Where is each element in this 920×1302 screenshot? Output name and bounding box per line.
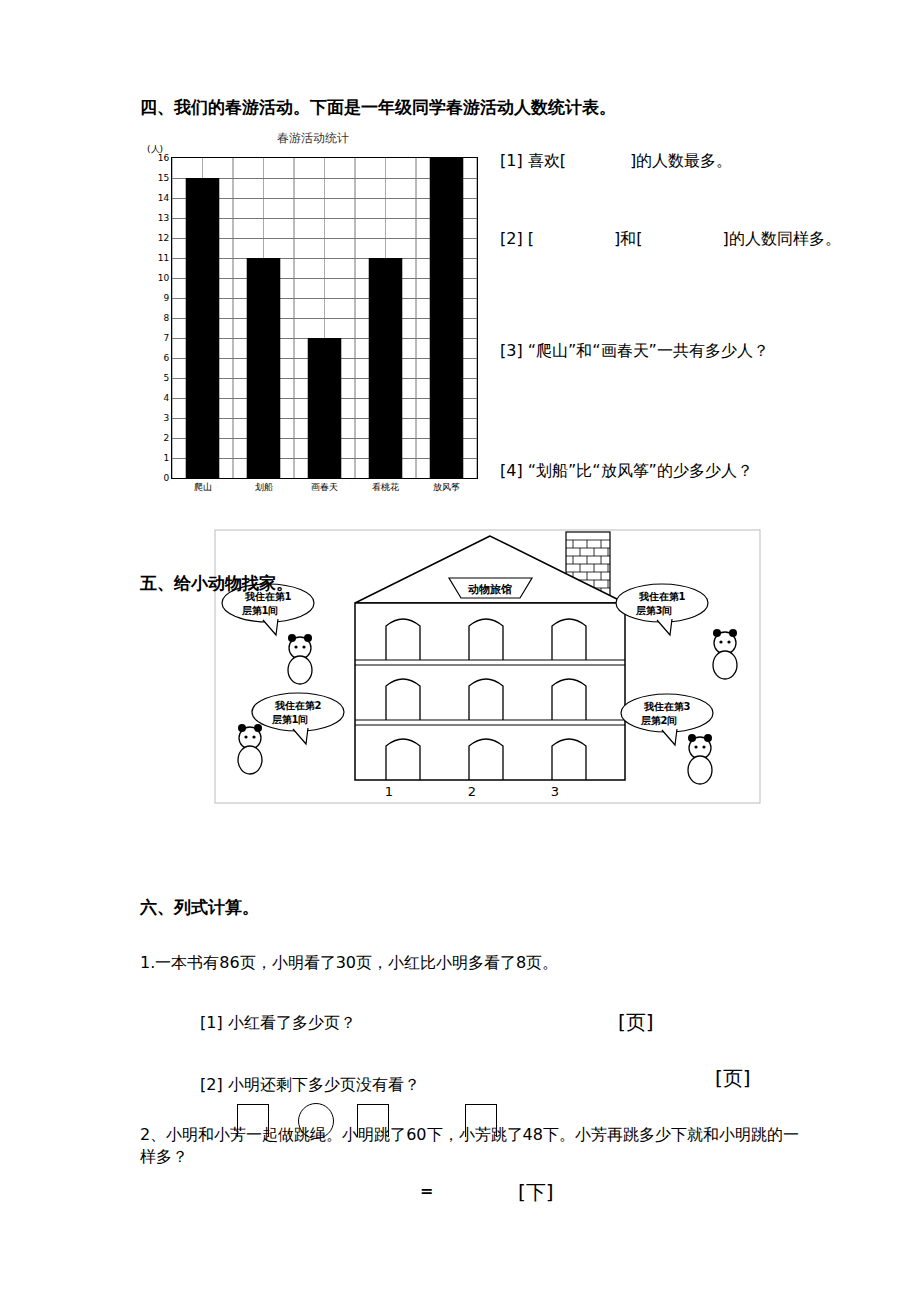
svg-text:15: 15 (158, 173, 169, 183)
svg-text:我住在第2: 我住在第2 (274, 700, 322, 711)
svg-text:11: 11 (158, 253, 169, 263)
svg-text:我住在第1: 我住在第1 (638, 591, 686, 602)
svg-text:层第2间: 层第2间 (640, 715, 678, 726)
html-text:[2] 小明还剩下多少页没有看？: [2] 小明还剩下多少页没有看？ (200, 1075, 420, 1094)
svg-text:10: 10 (158, 273, 170, 283)
svg-text:0: 0 (163, 473, 169, 483)
html-text:[1] 喜欢[ ]的人数最多。: [1] 喜欢[ ]的人数最多。 (500, 151, 733, 170)
svg-text:13: 13 (158, 213, 169, 223)
svg-text:划船: 划船 (255, 482, 273, 492)
svg-text:(人): (人) (147, 144, 163, 154)
svg-text:看桃花: 看桃花 (372, 482, 399, 492)
svg-text:6: 6 (163, 353, 169, 363)
html-text:[页]: [页] (715, 1066, 751, 1090)
svg-text:放风筝: 放风筝 (433, 482, 460, 492)
html-text:[页]: [页] (618, 1010, 654, 1034)
svg-text:爬山: 爬山 (194, 482, 212, 492)
html-text:[下]: [下] (518, 1180, 554, 1204)
html-text:四、我们的春游活动。下面是一年级同学春游活动人数统计表。: 四、我们的春游活动。下面是一年级同学春游活动人数统计表。 (140, 97, 616, 117)
svg-text:画春天: 画春天 (311, 482, 338, 492)
svg-text:14: 14 (158, 193, 170, 203)
html-text:[2] [ ]和[ ]的人数同样多。: [2] [ ]和[ ]的人数同样多。 (500, 229, 841, 248)
svg-text:2: 2 (163, 433, 169, 443)
svg-text:动物旅馆: 动物旅馆 (467, 583, 512, 596)
html-text:[1] 小红看了多少页？: [1] 小红看了多少页？ (200, 1013, 356, 1032)
html-text:六、列式计算。: 六、列式计算。 (140, 897, 259, 917)
svg-text:层第1间: 层第1间 (241, 605, 279, 616)
svg-text:16: 16 (158, 153, 170, 163)
svg-text:1: 1 (385, 784, 393, 799)
svg-text:12: 12 (158, 233, 169, 243)
svg-text:层第3间: 层第3间 (635, 605, 673, 616)
html-text:[4] “划船”比“放风筝”的少多少人？: [4] “划船”比“放风筝”的少多少人？ (500, 461, 753, 480)
svg-text:3: 3 (551, 784, 559, 799)
svg-text:7: 7 (163, 333, 169, 343)
svg-text:我住在第3: 我住在第3 (643, 701, 691, 712)
svg-text:5: 5 (163, 373, 169, 383)
svg-text:8: 8 (163, 313, 169, 323)
svg-text:1: 1 (163, 453, 169, 463)
svg-text:我住在第1: 我住在第1 (244, 591, 292, 602)
svg-text:春游活动统计: 春游活动统计 (277, 131, 349, 145)
svg-text:4: 4 (163, 393, 169, 403)
svg-text:层第1间: 层第1间 (271, 714, 309, 725)
html-text:五、给小动物找家。: 五、给小动物找家。 (140, 573, 293, 593)
svg-text:3: 3 (163, 413, 169, 423)
svg-text:2: 2 (468, 784, 476, 799)
html-text:[3] “爬山”和“画春天”一共有多少人？: [3] “爬山”和“画春天”一共有多少人？ (500, 341, 769, 360)
svg-text:9: 9 (163, 293, 169, 303)
html-text:1.一本书有86页，小明看了30页，小红比小明多看了8页。: 1.一本书有86页，小明看了30页，小红比小明多看了8页。 (140, 953, 559, 972)
html-text:2、小明和小芳一起做跳绳。小明跳了60下，小芳跳了48下。小: 2、小明和小芳一起做跳绳。小明跳了60下，小芳跳了48下。小芳再跳多少下就和小明… (140, 1125, 799, 1167)
